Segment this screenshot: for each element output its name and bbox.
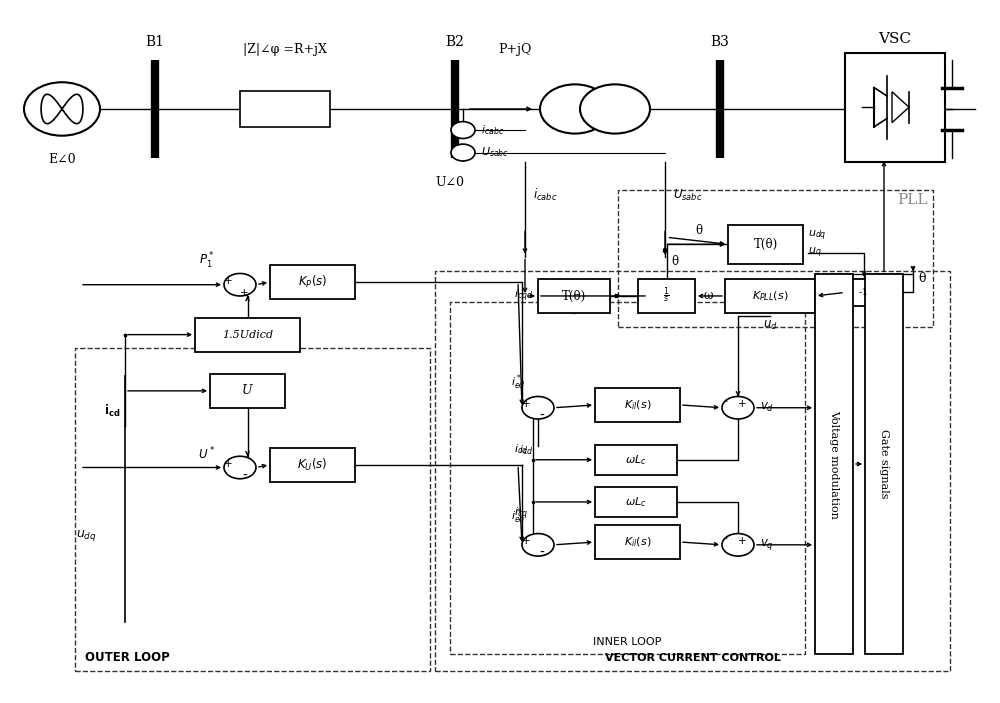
Text: E∠0: E∠0 bbox=[48, 153, 76, 166]
Text: $u_{dq}$: $u_{dq}$ bbox=[76, 528, 97, 543]
Text: +: + bbox=[738, 536, 746, 546]
Text: -: - bbox=[243, 469, 247, 483]
Bar bbox=[728, 225, 803, 264]
Circle shape bbox=[451, 144, 475, 161]
Text: Gate signals: Gate signals bbox=[879, 430, 889, 498]
Bar bbox=[75, 348, 430, 671]
Text: θ: θ bbox=[918, 273, 926, 285]
Text: $P_1^*$: $P_1^*$ bbox=[199, 250, 215, 271]
Bar bbox=[815, 274, 853, 654]
Text: $i_{cabc}$: $i_{cabc}$ bbox=[481, 123, 504, 137]
Text: θ: θ bbox=[696, 224, 703, 237]
Text: +: + bbox=[224, 459, 232, 469]
Circle shape bbox=[224, 456, 256, 479]
Text: VSC: VSC bbox=[879, 32, 912, 46]
Text: $i_{cqd}$: $i_{cqd}$ bbox=[514, 288, 533, 304]
Text: U∠0: U∠0 bbox=[436, 176, 464, 188]
Text: B2: B2 bbox=[446, 35, 464, 49]
Bar bbox=[435, 271, 950, 671]
Text: $ωL_c$: $ωL_c$ bbox=[625, 453, 647, 467]
Text: $\mathbf{i_{cd}}$: $\mathbf{i_{cd}}$ bbox=[104, 402, 120, 418]
Bar bbox=[595, 525, 680, 559]
Bar bbox=[595, 445, 677, 475]
Text: $u_q$: $u_q$ bbox=[808, 245, 822, 260]
Text: $K_{il}(s)$: $K_{il}(s)$ bbox=[624, 535, 651, 549]
Text: -: - bbox=[540, 546, 544, 560]
Bar bbox=[270, 448, 355, 482]
Text: $u_d$: $u_d$ bbox=[763, 318, 777, 332]
Text: $i_{cd}$: $i_{cd}$ bbox=[519, 443, 533, 457]
Text: VECTOR CURRENT CONTROL: VECTOR CURRENT CONTROL bbox=[605, 653, 780, 663]
Circle shape bbox=[24, 82, 100, 136]
Bar bbox=[618, 190, 933, 327]
Text: +: + bbox=[522, 399, 530, 409]
Text: $v_d$: $v_d$ bbox=[760, 401, 774, 414]
Text: $\frac{1}{s}$: $\frac{1}{s}$ bbox=[663, 286, 670, 306]
Circle shape bbox=[224, 273, 256, 296]
Circle shape bbox=[522, 534, 554, 556]
Text: P+jQ: P+jQ bbox=[498, 44, 532, 56]
Text: $K_P(s)$: $K_P(s)$ bbox=[298, 274, 327, 290]
Text: $v_q$: $v_q$ bbox=[760, 537, 774, 553]
Text: +: + bbox=[738, 399, 746, 409]
Text: $i_{cd}$: $i_{cd}$ bbox=[514, 442, 528, 456]
Bar bbox=[725, 279, 815, 313]
Bar bbox=[638, 279, 695, 313]
Text: $i_{ed}^*$: $i_{ed}^*$ bbox=[511, 373, 526, 392]
Bar bbox=[210, 374, 285, 408]
Text: +: + bbox=[224, 276, 232, 286]
Text: U: U bbox=[242, 385, 253, 397]
Circle shape bbox=[451, 122, 475, 138]
Bar bbox=[538, 279, 610, 313]
Text: $ωL_c$: $ωL_c$ bbox=[625, 495, 647, 509]
Bar bbox=[450, 302, 805, 654]
Text: $K_U(s)$: $K_U(s)$ bbox=[297, 457, 328, 472]
Text: T(θ): T(θ) bbox=[562, 290, 586, 302]
Text: Voltage modulation: Voltage modulation bbox=[829, 410, 839, 518]
Text: |Z|∠φ =R+jX: |Z|∠φ =R+jX bbox=[243, 44, 327, 56]
Text: $i_{cq}$: $i_{cq}$ bbox=[514, 505, 528, 522]
Text: $U^*$: $U^*$ bbox=[198, 445, 215, 462]
Circle shape bbox=[722, 534, 754, 556]
Circle shape bbox=[580, 84, 650, 134]
Text: ω: ω bbox=[703, 290, 713, 302]
Text: $U_{sabc}$: $U_{sabc}$ bbox=[673, 188, 703, 202]
Circle shape bbox=[722, 396, 754, 419]
Text: B3: B3 bbox=[711, 35, 729, 49]
Bar bbox=[595, 487, 677, 517]
Text: θ: θ bbox=[672, 255, 679, 268]
Bar bbox=[595, 388, 680, 422]
Bar bbox=[270, 265, 355, 299]
Text: PLL: PLL bbox=[898, 193, 928, 207]
Circle shape bbox=[522, 396, 554, 419]
Text: INNER LOOP: INNER LOOP bbox=[593, 637, 662, 647]
Text: B1: B1 bbox=[146, 35, 164, 49]
Bar bbox=[195, 318, 300, 352]
Bar bbox=[240, 91, 330, 127]
Text: ': ' bbox=[724, 535, 728, 548]
Text: $u_{dq}$: $u_{dq}$ bbox=[808, 228, 827, 243]
Text: T(θ): T(θ) bbox=[753, 238, 778, 251]
Text: 1.5Udicd: 1.5Udicd bbox=[222, 330, 273, 340]
Bar bbox=[845, 279, 883, 306]
Bar bbox=[865, 274, 903, 654]
Bar bbox=[845, 53, 945, 162]
Text: OUTER LOOP: OUTER LOOP bbox=[85, 652, 170, 664]
Text: $i_{eq}^*$: $i_{eq}^*$ bbox=[511, 507, 526, 529]
Text: -: - bbox=[540, 409, 544, 423]
Text: ': ' bbox=[724, 398, 728, 411]
Text: -1: -1 bbox=[859, 288, 869, 297]
Text: $i_{cabc}$: $i_{cabc}$ bbox=[533, 187, 557, 203]
Circle shape bbox=[540, 84, 610, 134]
Text: $U_{sabc}$: $U_{sabc}$ bbox=[481, 146, 509, 160]
Text: +: + bbox=[522, 536, 530, 546]
Text: $K_{il}(s)$: $K_{il}(s)$ bbox=[624, 398, 651, 412]
Text: +: + bbox=[240, 288, 248, 298]
Text: $K_{PLL}(s)$: $K_{PLL}(s)$ bbox=[752, 289, 788, 303]
